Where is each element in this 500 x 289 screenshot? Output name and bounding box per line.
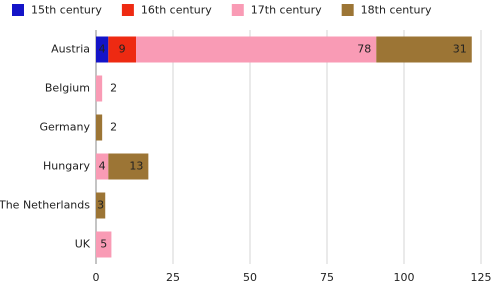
- legend-swatch: [231, 4, 244, 16]
- data-label: 4: [99, 43, 106, 56]
- y-tick-label: Hungary: [43, 160, 90, 173]
- data-label: 3: [97, 199, 104, 212]
- bar-segment: [108, 36, 137, 63]
- legend-swatch: [121, 4, 134, 16]
- data-label: 4: [99, 160, 106, 173]
- data-label: 78: [357, 43, 371, 56]
- y-tick-label: Belgium: [45, 82, 90, 95]
- bar-segment: [96, 114, 103, 141]
- data-label: 5: [100, 238, 107, 251]
- bar-segment: [96, 153, 109, 180]
- bar-segment: [96, 36, 109, 63]
- legend-label: 17th century: [251, 4, 322, 17]
- legend-label: 15th century: [31, 4, 102, 17]
- y-tick-label: UK: [75, 238, 91, 251]
- x-tick-label: 50: [243, 271, 257, 284]
- bar-segment: [96, 231, 112, 258]
- bar-segment: [96, 192, 106, 219]
- data-label: 9: [119, 43, 126, 56]
- x-tick-label: 125: [471, 271, 492, 284]
- bar-segment: [376, 36, 472, 63]
- data-label: 2: [110, 82, 117, 95]
- y-tick-label: Austria: [51, 43, 90, 56]
- legend-label: 16th century: [141, 4, 212, 17]
- x-tick-label: 25: [166, 271, 180, 284]
- data-label: 13: [129, 160, 143, 173]
- bar-segment: [136, 36, 377, 63]
- legend-label: 18th century: [361, 4, 432, 17]
- bar-segment: [96, 75, 103, 102]
- x-tick-label: 75: [320, 271, 334, 284]
- data-label: 2: [110, 121, 117, 134]
- bar-segment: [108, 153, 149, 180]
- legend-swatch: [341, 4, 354, 16]
- legend-swatch: [12, 4, 24, 16]
- x-tick-label: 0: [93, 271, 100, 284]
- data-label: 31: [453, 43, 467, 56]
- y-tick-label: The Netherlands: [0, 199, 90, 212]
- x-tick-label: 100: [394, 271, 415, 284]
- y-tick-label: Germany: [39, 121, 90, 134]
